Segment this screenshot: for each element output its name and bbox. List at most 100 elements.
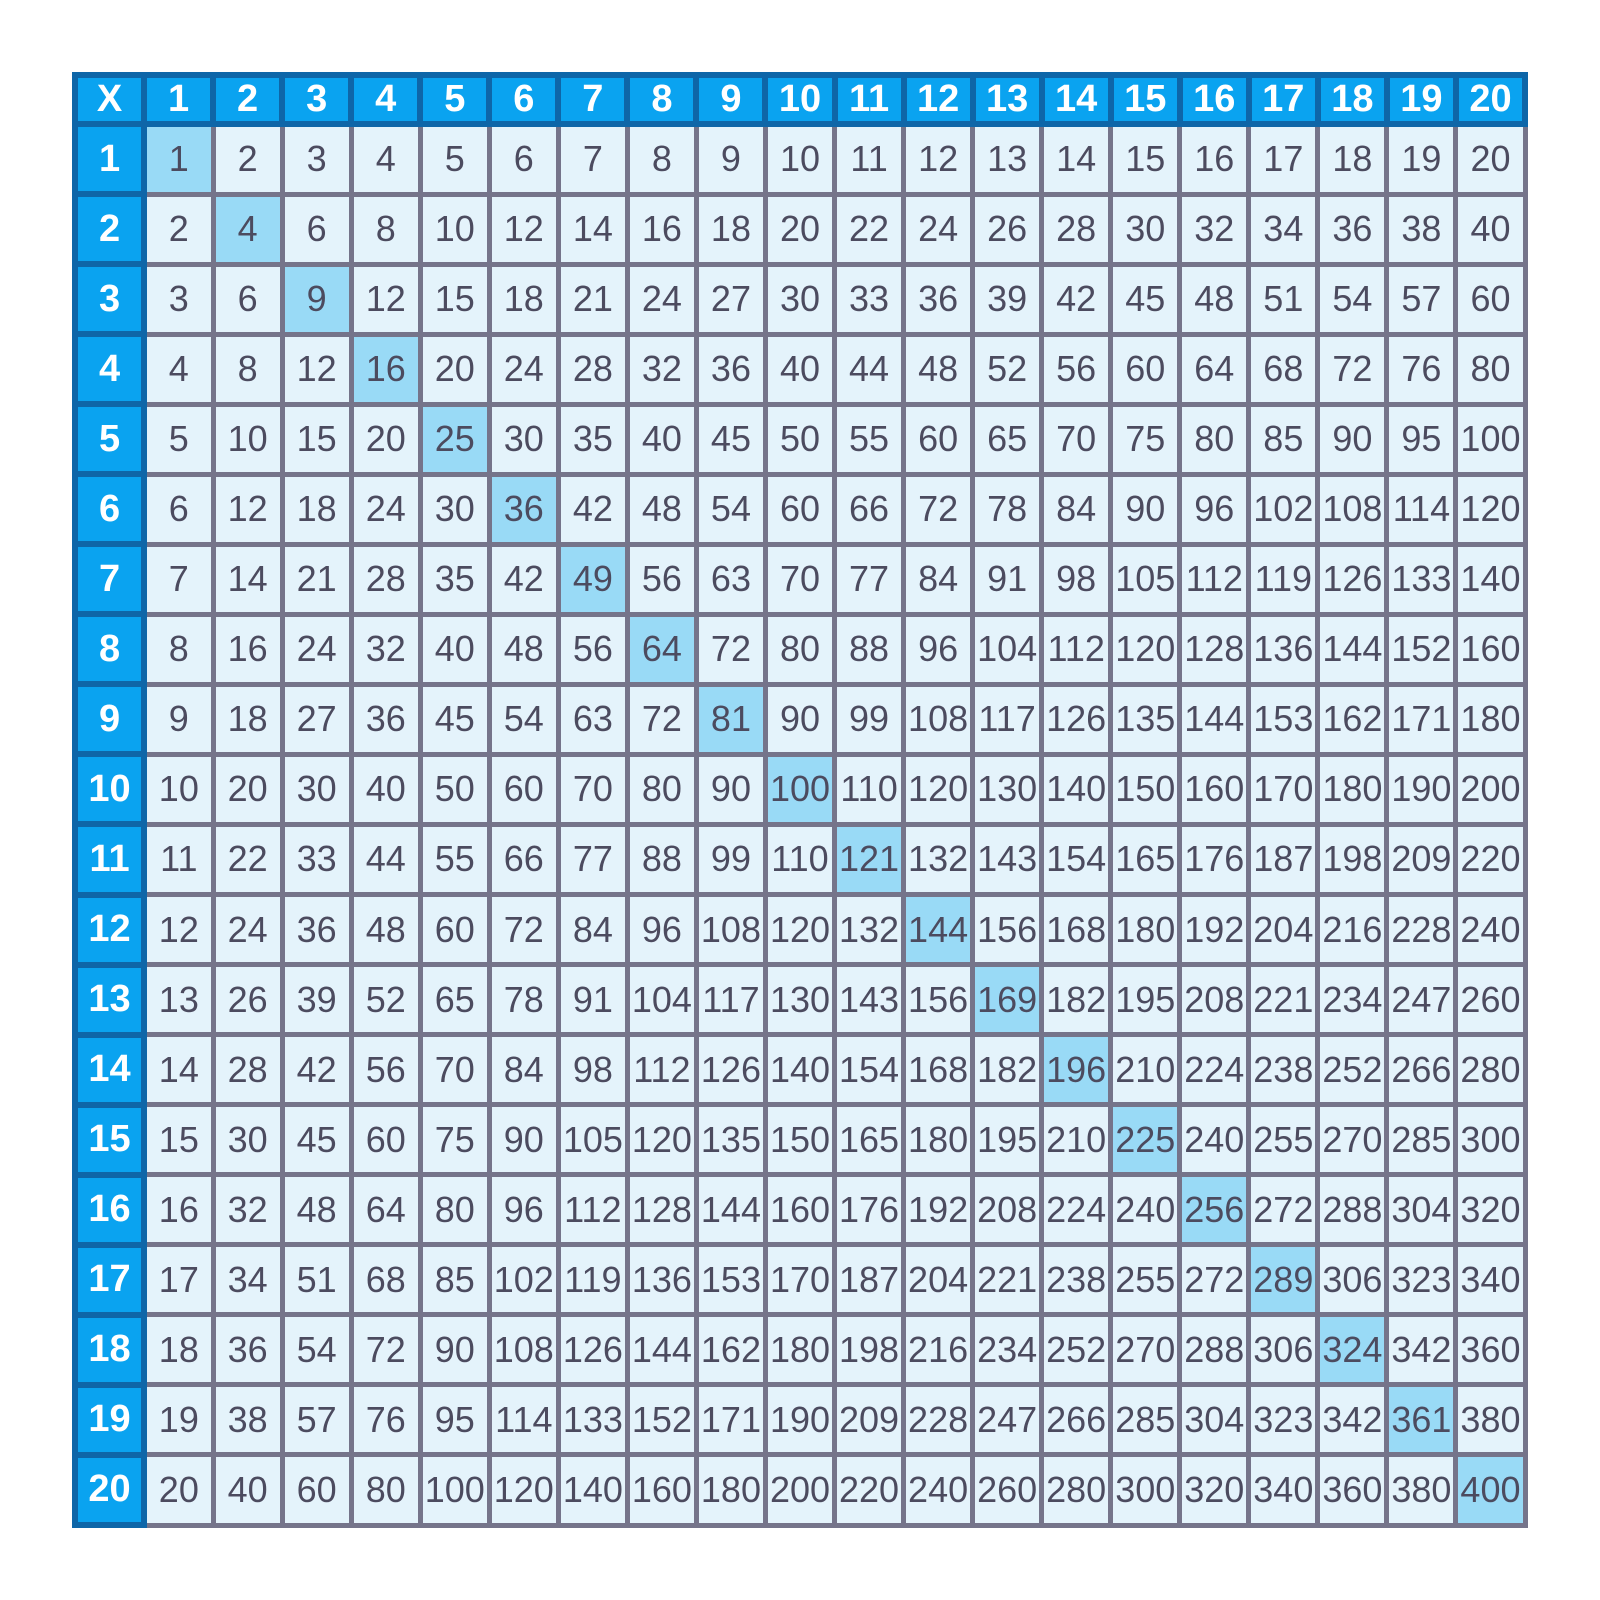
table-row: 12 12 24 36 48 60 72 84 96 108 120 132 144 156 168 180 1…	[71, 891, 1528, 968]
product-cell: 133	[555, 1382, 630, 1458]
product-cell: 16	[624, 191, 699, 267]
row-header: 4	[71, 331, 148, 408]
product-cell: 6	[210, 261, 285, 337]
product-cell: 80	[1453, 331, 1528, 407]
product-cell: 68	[1246, 331, 1321, 407]
product-cell: 54	[486, 681, 561, 757]
product-cell: 240	[1453, 892, 1528, 968]
product-cell: 36	[486, 471, 561, 547]
product-cell: 130	[970, 751, 1045, 827]
product-cell: 18	[141, 1312, 216, 1388]
product-cell: 252	[1315, 1032, 1390, 1108]
product-cell: 120	[901, 751, 976, 827]
product-cell: 198	[1315, 821, 1390, 898]
product-cell: 152	[1384, 611, 1459, 687]
product-cell: 135	[693, 1102, 768, 1178]
table-row: 19 19 38 57 76 95 114 133 152 171 190 209 228 247 266 2…	[71, 1381, 1528, 1458]
column-header: 1	[141, 72, 217, 127]
product-cell: 78	[486, 962, 561, 1038]
table-row: 13 13 26 39 52 65 78 91 104 117 130 143 156 169 182 195…	[71, 961, 1528, 1038]
product-cell: 260	[970, 1452, 1045, 1528]
product-cell: 90	[762, 681, 838, 757]
column-header: 17	[1245, 72, 1321, 127]
product-cell: 4	[210, 191, 285, 267]
table-row: 8 8 16 24 32 40 48 56 64 72 80 88 96 104 112 120 128 136 1…	[71, 611, 1528, 688]
product-cell: 51	[279, 1242, 354, 1318]
column-header: 19	[1383, 72, 1459, 127]
product-cell: 60	[348, 1102, 423, 1178]
product-cell: 63	[693, 541, 768, 617]
product-cell: 120	[762, 892, 838, 968]
product-cell: 285	[1108, 1382, 1183, 1458]
product-cell: 5	[141, 401, 216, 477]
product-cell: 228	[901, 1382, 976, 1458]
product-cell: 14	[210, 541, 285, 617]
product-cell: 210	[1108, 1032, 1183, 1108]
corner-cell: X	[71, 72, 148, 127]
column-header: 11	[831, 72, 907, 127]
product-cell: 72	[624, 681, 699, 757]
product-cell: 121	[832, 821, 907, 898]
product-cell: 150	[762, 1102, 838, 1178]
product-cell: 70	[417, 1032, 492, 1108]
product-cell: 18	[486, 261, 561, 337]
product-cell: 48	[486, 611, 561, 687]
table-row: 20 20 40 60 80 100 120 140 160 180 200 220 240 260 280…	[71, 1451, 1528, 1529]
row-header: 9	[71, 681, 148, 758]
table-row: 3 3 6 9 12 15 18 21 24 27 30 33 36 39 42 45 48 51 54 57 60	[71, 261, 1528, 338]
product-cell: 180	[762, 1312, 838, 1388]
table-row: 6 6 12 18 24 30 36 42 48 54 60 66 72 78 84 90 96 102 108 11…	[71, 471, 1528, 548]
product-cell: 110	[832, 751, 907, 827]
product-cell: 104	[970, 611, 1045, 687]
product-cell: 49	[555, 541, 630, 617]
product-cell: 30	[210, 1102, 285, 1178]
product-cell: 38	[1384, 191, 1459, 267]
product-cell: 132	[901, 821, 976, 898]
table-row: 7 7 14 21 28 35 42 49 56 63 70 77 84 91 98 105 112 119 126…	[71, 541, 1528, 618]
product-cell: 22	[210, 821, 285, 898]
product-cell: 171	[693, 1382, 768, 1458]
column-header: 13	[969, 72, 1045, 127]
product-cell: 361	[1384, 1382, 1459, 1458]
product-cell: 99	[693, 821, 768, 898]
product-cell: 224	[1177, 1032, 1252, 1108]
product-cell: 208	[970, 1172, 1045, 1248]
product-cell: 240	[1177, 1102, 1252, 1178]
product-cell: 220	[1453, 821, 1528, 898]
product-cell: 380	[1384, 1452, 1459, 1528]
product-cell: 48	[624, 471, 699, 547]
product-cell: 140	[762, 1032, 838, 1108]
product-cell: 36	[210, 1312, 285, 1388]
product-cell: 55	[417, 821, 492, 898]
product-cell: 36	[279, 892, 354, 968]
product-cell: 380	[1453, 1382, 1528, 1458]
product-cell: 208	[1177, 962, 1252, 1038]
product-cell: 80	[762, 611, 838, 687]
product-cell: 340	[1453, 1242, 1528, 1318]
product-cell: 170	[762, 1242, 838, 1318]
product-cell: 154	[832, 1032, 907, 1108]
product-cell: 140	[1453, 541, 1528, 617]
product-cell: 112	[1039, 611, 1114, 687]
product-cell: 117	[970, 681, 1045, 757]
product-cell: 128	[624, 1172, 699, 1248]
product-cell: 119	[555, 1242, 630, 1318]
column-header: 15	[1107, 72, 1183, 127]
product-cell: 117	[693, 962, 768, 1038]
row-header: 1	[71, 120, 148, 198]
product-cell: 238	[1246, 1032, 1321, 1108]
product-cell: 221	[970, 1242, 1045, 1318]
table-row: 14 14 28 42 56 70 84 98 112 126 140 154 168 182 196 210…	[71, 1031, 1528, 1108]
product-cell: 19	[1384, 121, 1459, 197]
product-cell: 8	[141, 611, 216, 687]
product-cell: 36	[1315, 191, 1390, 267]
row-header: 17	[71, 1241, 148, 1318]
product-cell: 6	[141, 471, 216, 547]
product-cell: 136	[624, 1242, 699, 1318]
product-cell: 160	[762, 1172, 838, 1248]
product-cell: 126	[693, 1032, 768, 1108]
product-cell: 16	[348, 331, 423, 407]
product-cell: 300	[1108, 1452, 1183, 1528]
product-cell: 200	[762, 1452, 838, 1528]
product-cell: 108	[693, 892, 768, 968]
